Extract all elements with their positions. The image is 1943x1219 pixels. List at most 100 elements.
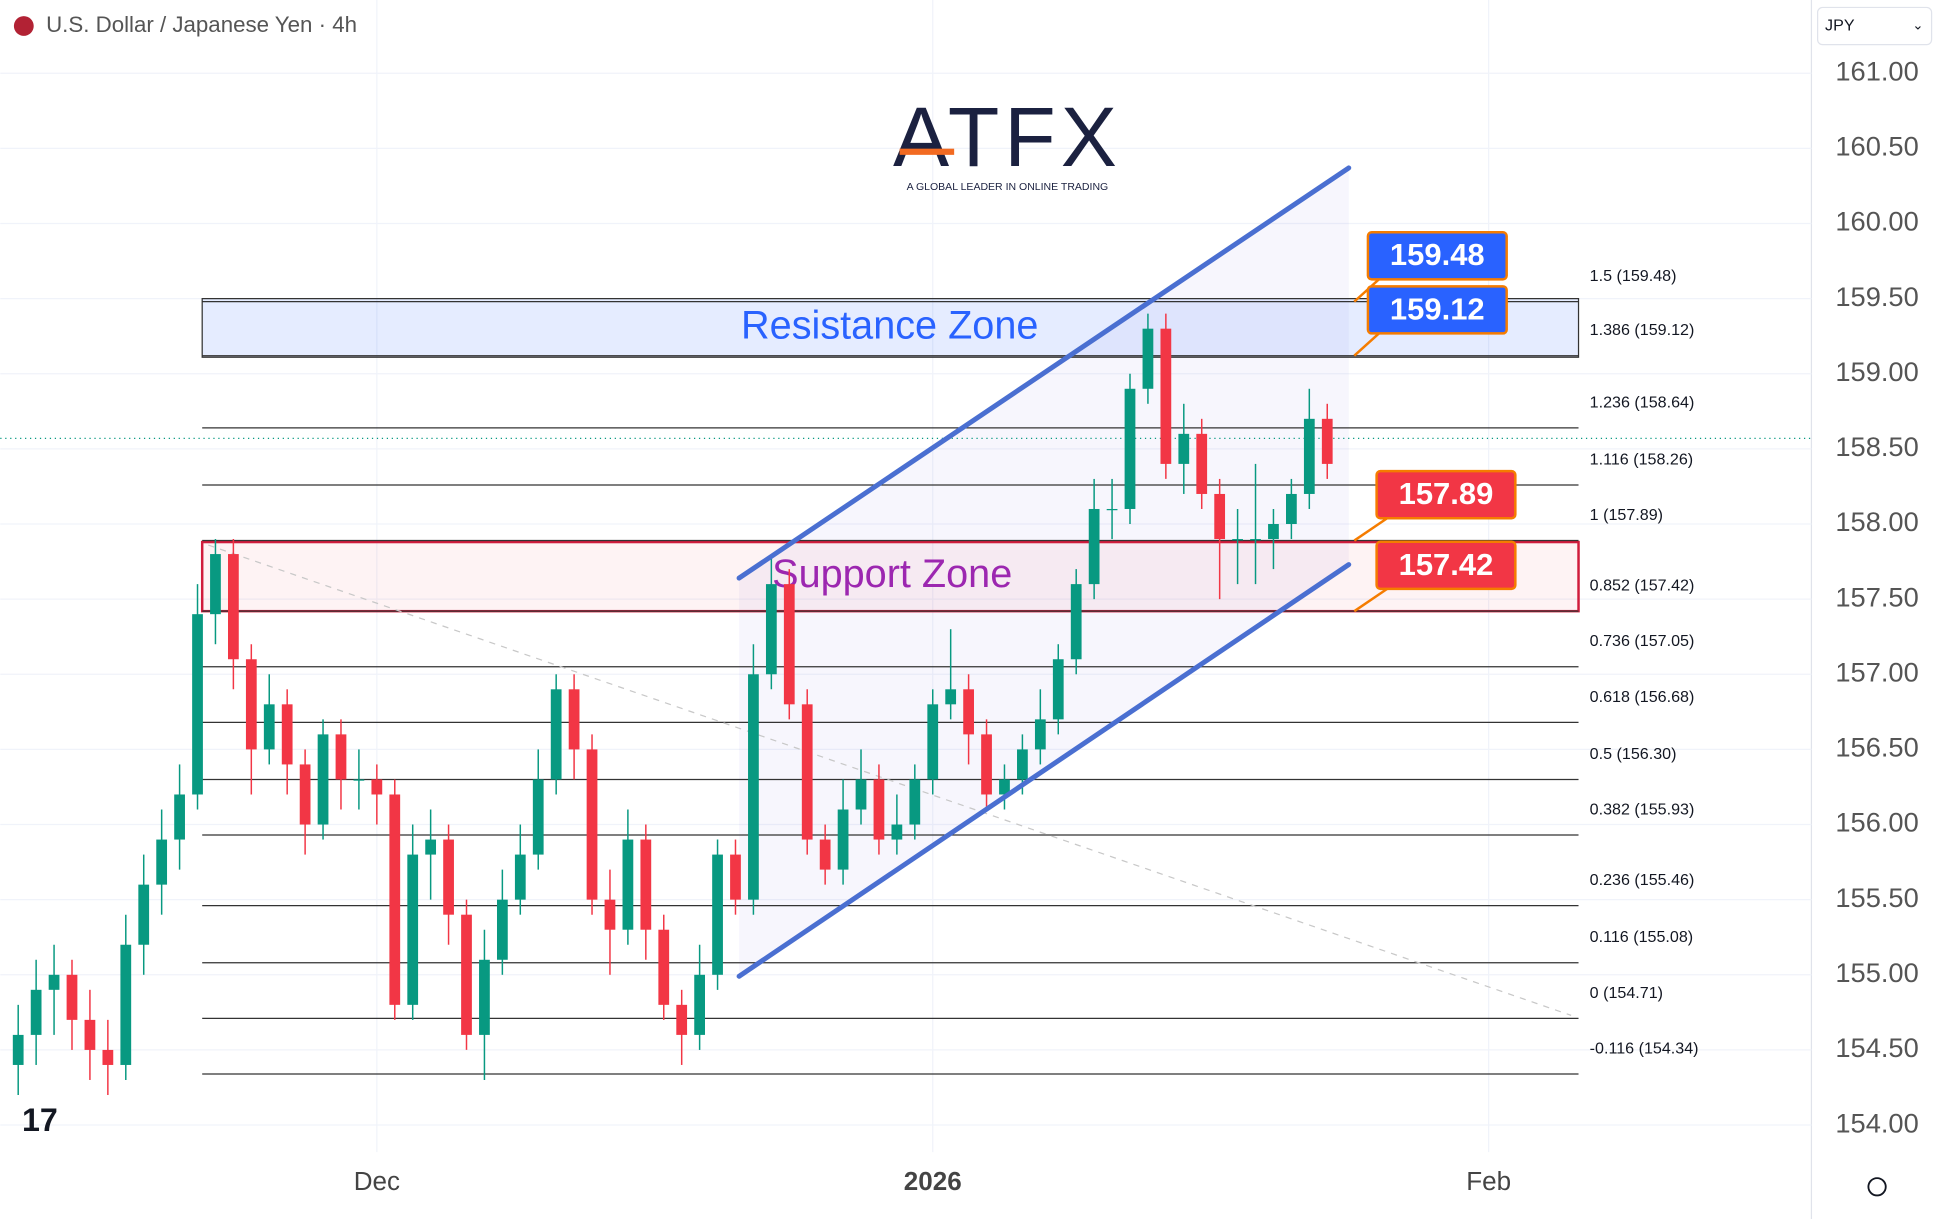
y-tick-label: 156.50 (1835, 732, 1918, 763)
fib-label: 1.116 (158.26) (1590, 450, 1693, 468)
candle-body (1160, 328, 1172, 464)
candle-body (1017, 749, 1028, 780)
flag-icon (13, 16, 34, 36)
y-tick-label: 159.50 (1835, 281, 1918, 312)
candle-body (210, 554, 221, 615)
candle-body (891, 824, 903, 840)
tv-logo: 17 (22, 1102, 58, 1138)
candle-body (138, 884, 150, 945)
candle-body (102, 1049, 114, 1065)
fib-label: 1.236 (158.64) (1590, 393, 1695, 411)
zone-label: Resistance Zone (741, 303, 1038, 347)
logo-text: ATFX (893, 90, 1122, 184)
y-tick-label: 159.00 (1835, 356, 1918, 387)
candle-body (873, 779, 885, 840)
candle-body (658, 929, 670, 1005)
currency-select[interactable] (1816, 6, 1933, 46)
candle-body (1070, 584, 1082, 660)
candle-body (461, 914, 472, 1035)
zone (201, 297, 1580, 358)
candle-body (1303, 418, 1315, 494)
candle-body (819, 839, 831, 870)
candle-body (299, 764, 311, 825)
candle-body (371, 779, 383, 795)
x-tick-label: 2026 (904, 1166, 962, 1196)
fib-label: 0.5 (156.30) (1590, 745, 1677, 763)
candle-body (192, 614, 203, 795)
fib-label: 0.116 (155.08) (1590, 928, 1693, 946)
candle-body (801, 704, 813, 840)
settings-icon[interactable] (1867, 1177, 1887, 1197)
logo-accent (899, 148, 955, 155)
tag-pointer (1353, 586, 1390, 613)
candle-body (909, 779, 921, 825)
candle-body (1321, 418, 1333, 464)
candle-body (945, 689, 957, 705)
channel-line (736, 562, 1352, 979)
candle-body (1268, 524, 1279, 540)
candle-body (963, 689, 974, 735)
channel-fill (739, 167, 1349, 977)
candle-body (532, 779, 544, 855)
candle-body (748, 674, 759, 900)
candle-body (1142, 328, 1154, 389)
x-tick-label: Dec (354, 1166, 400, 1196)
candle-body (479, 959, 490, 1035)
candle-body (981, 734, 992, 795)
candle-body (407, 854, 419, 1005)
fib-label: -0.116 (154.34) (1590, 1039, 1699, 1057)
candle-body (1034, 719, 1046, 750)
candle-body (156, 839, 168, 885)
candle-body (263, 704, 275, 750)
candle-body (1286, 493, 1297, 525)
candle-body (568, 689, 580, 750)
candle-body (228, 554, 239, 660)
price-tag-label: 159.48 (1390, 237, 1485, 272)
candle-body (1214, 493, 1226, 540)
logo-tagline: A GLOBAL LEADER IN ONLINE TRADING (907, 181, 1109, 193)
y-tick-label: 155.00 (1835, 957, 1918, 988)
candle-body (335, 734, 347, 780)
zone-label: Support Zone (772, 552, 1012, 596)
candle-body (48, 974, 60, 990)
price-tag (1375, 540, 1517, 591)
fib-label: 0.236 (155.46) (1590, 871, 1695, 889)
fib-label: 0.736 (157.05) (1590, 632, 1695, 650)
chart-title: U.S. Dollar / Japanese Yen · 4h (46, 12, 357, 37)
fib-label: 0.852 (157.42) (1590, 577, 1695, 595)
price-tag-label: 157.89 (1399, 476, 1494, 511)
candle-body (1124, 388, 1136, 509)
y-tick-label: 156.00 (1835, 807, 1918, 838)
candle-body (174, 794, 185, 840)
fib-label: 1.5 (159.48) (1590, 267, 1677, 285)
logo: ATFX A GLOBAL LEADER IN ONLINE TRADING (893, 90, 1122, 193)
candle-body (783, 584, 795, 705)
price-tag-label: 159.12 (1390, 291, 1485, 326)
fib-label: 1.386 (159.12) (1590, 321, 1695, 339)
y-tick-label: 157.00 (1835, 656, 1918, 687)
y-tick-label: 160.00 (1835, 206, 1918, 237)
y-tick-label: 160.50 (1835, 131, 1918, 162)
price-tag (1366, 231, 1508, 281)
fib-label: 0.382 (155.93) (1590, 801, 1695, 819)
candle-body (712, 854, 723, 975)
candle-body (1052, 659, 1064, 720)
candle-body (604, 899, 616, 930)
candle-body (730, 854, 741, 900)
y-tick-label: 158.00 (1835, 506, 1918, 537)
candle-body (586, 749, 598, 900)
candle-body (120, 944, 132, 1065)
price-tag-label: 157.42 (1399, 547, 1494, 582)
candle-body (676, 1004, 688, 1035)
candle-body (1250, 539, 1261, 541)
candle-body (1088, 508, 1100, 585)
candle-body (837, 809, 849, 870)
zone (200, 540, 1580, 613)
candle-body (1196, 433, 1208, 494)
candle-body (999, 779, 1010, 795)
trendline (208, 544, 1572, 1016)
candle-body (514, 854, 526, 900)
candle-body (66, 974, 78, 1020)
candle-body (1106, 508, 1118, 511)
